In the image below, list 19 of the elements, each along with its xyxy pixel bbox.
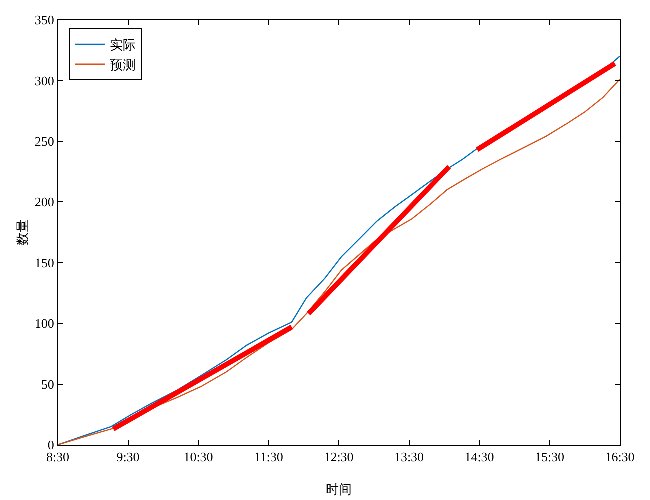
x-tick-label: 9:30: [116, 450, 140, 465]
x-tick-label: 14:30: [464, 450, 494, 465]
x-tick-label: 12:30: [324, 450, 354, 465]
x-axis-title: 时间: [326, 482, 352, 497]
y-tick-label: 150: [34, 255, 54, 270]
legend-label: 预测: [110, 57, 136, 72]
y-tick-label: 100: [34, 316, 54, 332]
x-tick-label: 11:30: [254, 450, 284, 465]
y-axis-title: 数量: [14, 220, 30, 246]
y-tick-label: 300: [34, 73, 54, 88]
x-tick-label: 15:30: [534, 450, 565, 465]
y-tick-label: 200: [34, 194, 54, 210]
x-tick-label: 13:30: [394, 450, 424, 465]
y-tick-label: 50: [41, 376, 54, 392]
y-tick-label: 250: [34, 134, 54, 149]
y-tick-label: 350: [34, 12, 54, 28]
legend-label: 实际: [110, 38, 136, 53]
x-tick-label: 10:30: [184, 450, 214, 465]
x-tick-label: 16:30: [605, 450, 635, 465]
